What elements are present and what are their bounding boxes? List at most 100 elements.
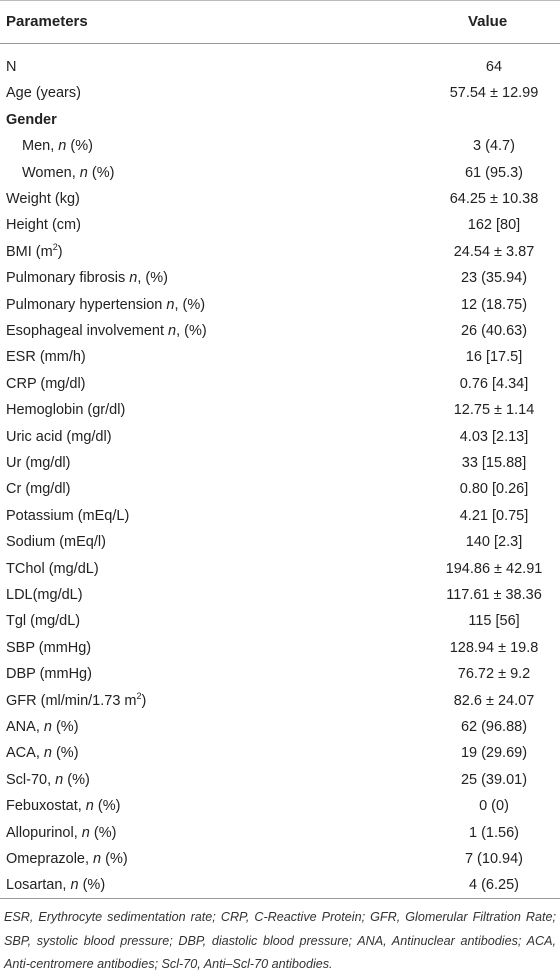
row-label: DBP (mmHg) [6,666,92,683]
row-label: Men, n (%) [22,133,93,159]
row-value: 4 (6.25) [469,877,519,894]
row-label: Uric acid (mg/dl) [6,428,112,445]
row-label: ACA, n (%) [6,740,79,766]
table-row: BMI (m2) 24.54 ± 3.87 [0,239,560,265]
row-label: N [6,59,17,75]
label-text: (%) [63,771,90,788]
table-row: Uric acid (mg/dl) 4.03 [2.13] [0,424,560,450]
table-row: ACA, n (%) 19 (29.69) [0,740,560,766]
table-row: Febuxostat, n (%) 0 (0) [0,793,560,819]
row-value: 33 [15.88] [461,455,527,471]
row-value: 3 (4.7) [473,138,515,155]
row-value: 128.94 ± 19.8 [449,639,539,656]
row-label: LDL(mg/dL) [6,587,83,603]
row-value: 24.54 ± 3.87 [453,243,535,260]
label-text: Men, [22,138,59,155]
row-value: 194.86 ± 42.91 [445,560,543,577]
label-text: , (%) [137,270,168,287]
table-row: GFR (ml/min/1.73 m2) 82.6 ± 24.07 [0,688,560,714]
row-value: 117.61 ± 38.36 [446,587,542,603]
row-label: Height (cm) [6,217,81,234]
label-text: Losartan, [6,877,71,894]
label-text: Omeprazole, [6,851,94,867]
row-label: Women, n (%) [22,160,114,186]
label-text: Pulmonary hypertension [6,296,167,313]
label-text: (%) [66,138,93,155]
label-text: , (%) [176,323,207,339]
table-row: Age (years) 57.54 ± 12.99 [0,80,560,106]
table-row: ESR (mm/h) 16 [17.5] [0,344,560,370]
row-value: 16 [17.5] [465,349,523,366]
table-row: Tgl (mg/dL) 115 [56] [0,608,560,634]
label-text: Scl-70, [6,771,56,788]
table-row: Esophageal involvement n, (%) 26 (40.63) [0,318,560,344]
header-cell: Parameters [6,13,88,30]
row-label: Ur (mg/dl) [6,455,71,471]
row-value: 140 [2.3] [465,534,523,551]
row-label: Gender [6,111,57,128]
row-label: CRP (mg/dl) [6,375,86,392]
row-label: Pulmonary fibrosis n, (%) [6,265,168,291]
italic-text: n [55,771,64,788]
table-row: Pulmonary hypertension n, (%) 12 (18.75) [0,292,560,318]
row-value: 7 (10.94) [464,851,524,867]
row-value: 64.25 ± 10.38 [449,191,539,207]
label-text: Esophageal involvement [6,323,169,339]
italic-text: n [70,877,79,894]
italic-text: n [168,323,177,339]
label-text: Allopurinol, [6,824,82,841]
row-label: Omeprazole, n (%) [6,846,128,872]
row-value: 82.6 ± 24.07 [453,692,535,709]
italic-text: n [81,824,90,841]
table-header: Parameters Value [0,0,560,44]
row-value: 162 [80] [467,217,521,234]
row-label: ESR (mm/h) [6,349,86,366]
italic-text: n [93,851,102,867]
row-value: 61 (95.3) [464,164,524,181]
label-text: (%) [89,824,117,841]
row-label: Weight (kg) [6,191,80,207]
row-value: 0.76 [4.34] [459,375,529,392]
row-label: Cr (mg/dl) [6,481,71,498]
superscript: 2 [136,690,142,701]
italic-text: n [79,164,88,181]
label-text: Women, [22,164,80,181]
row-value: 0.80 [0.26] [459,481,529,498]
row-value: 64 [485,59,503,75]
label-text: ) [57,243,63,260]
label-text: , (%) [174,296,206,313]
row-label: BMI (m2) [6,239,63,265]
table-row: Pulmonary fibrosis n, (%) 23 (35.94) [0,265,560,291]
row-label: Tgl (mg/dL) [6,613,81,630]
row-value: 12 (18.75) [460,296,528,313]
table-row: SBP (mmHg) 128.94 ± 19.8 [0,635,560,661]
label-text: BMI (m [6,243,53,260]
table-row: CRP (mg/dl) 0.76 [4.34] [0,371,560,397]
row-label: Losartan, n (%) [6,872,105,898]
row-value: 57.54 ± 12.99 [449,85,539,102]
footnote: ESR, Erythrocyte sedimentation rate; CRP… [4,910,556,971]
row-value: 4.21 [0.75] [459,507,529,524]
row-value: 115 [56] [468,613,520,630]
label-text: Pulmonary fibrosis [6,270,130,287]
table-row: N 64 [0,54,560,80]
italic-text: n [58,138,67,155]
italic-text: n [129,270,138,287]
row-value: 23 (35.94) [460,270,528,287]
row-label: Pulmonary hypertension n, (%) [6,292,205,318]
label-text: ANA, [6,719,44,735]
row-value: 76.72 ± 9.2 [457,666,531,683]
row-label: Potassium (mEq/L) [6,507,130,524]
row-label: Scl-70, n (%) [6,767,90,793]
table-row: TChol (mg/dL) 194.86 ± 42.91 [0,556,560,582]
table-row: Potassium (mEq/L) 4.21 [0.75] [0,503,560,529]
italic-text: n [43,745,52,762]
header-cell: Value [468,13,508,30]
table-row: DBP (mmHg) 76.72 ± 9.2 [0,661,560,687]
table-row: Hemoglobin (gr/dl) 12.75 ± 1.14 [0,397,560,423]
row-value: 62 (96.88) [460,719,528,735]
italic-text: n [166,296,175,313]
row-value: 0 (0) [479,798,509,815]
label-text: (%) [51,719,79,735]
